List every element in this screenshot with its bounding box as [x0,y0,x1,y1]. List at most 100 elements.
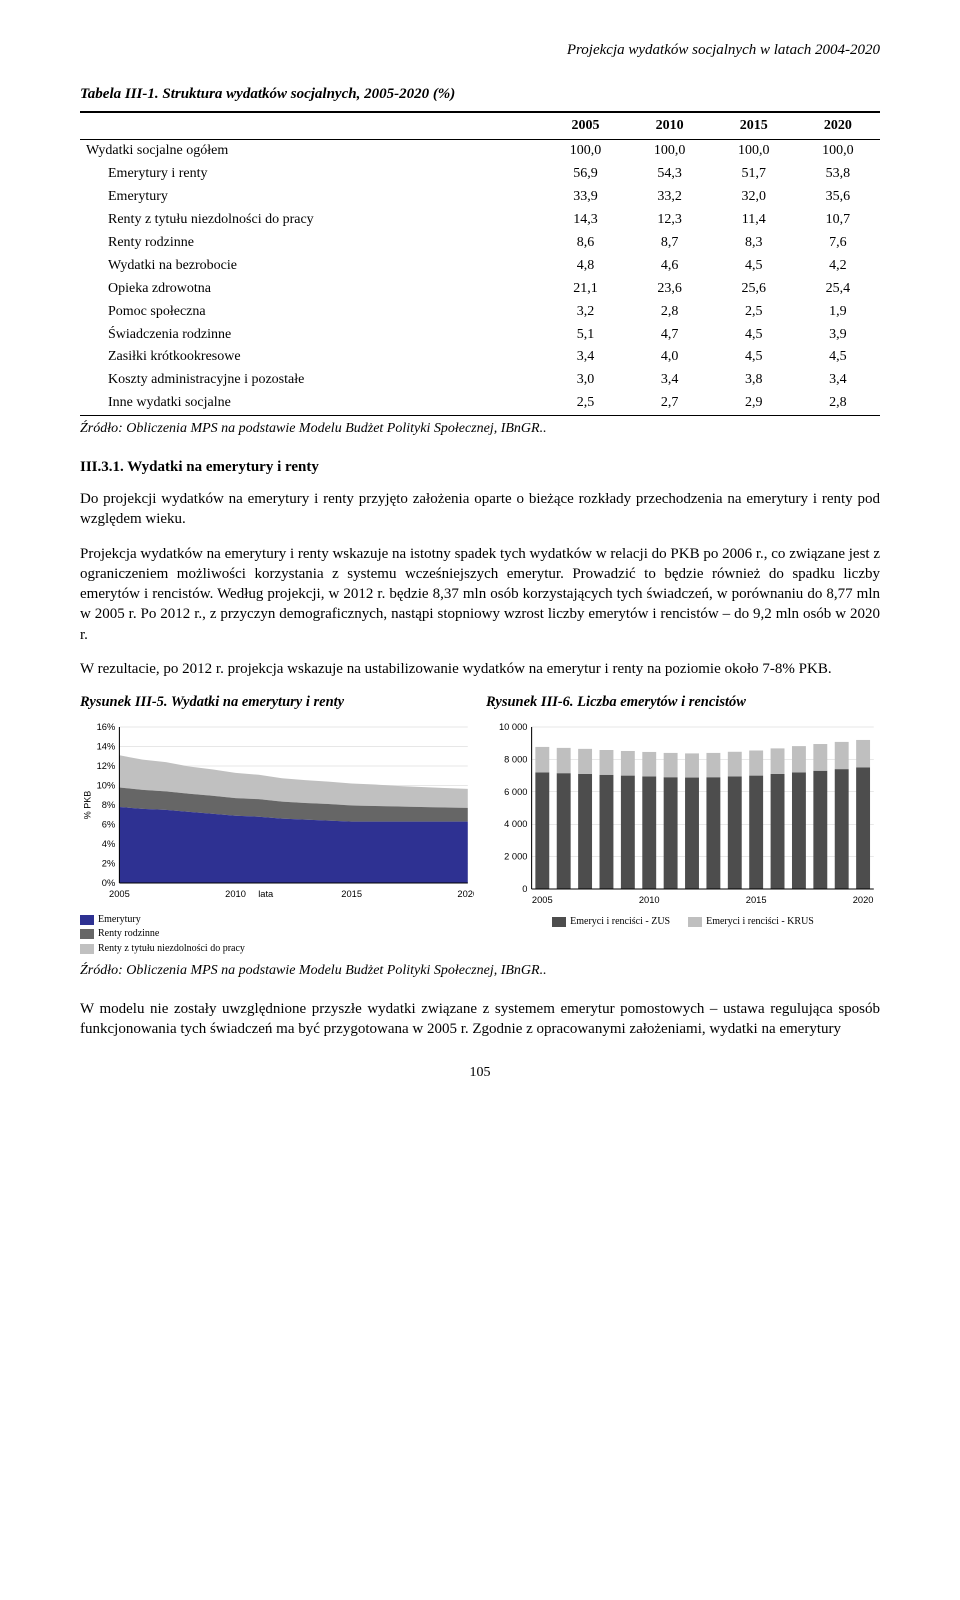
table-cell: 3,8 [712,369,796,392]
table-cell: 2,8 [628,301,712,324]
table-col-header: 2005 [544,112,628,140]
table-row-label: Świadczenia rodzinne [80,324,544,347]
table-row-label: Emerytury [80,186,544,209]
table-cell: 100,0 [544,140,628,163]
charts-source: Źródło: Obliczenia MPS na podstawie Mode… [80,962,880,981]
table-row-label: Pomoc społeczna [80,301,544,324]
svg-text:2020: 2020 [853,895,874,905]
table-row: Koszty administracyjne i pozostałe3,03,4… [80,369,880,392]
table-row: Zasiłki krótkookresowe3,44,04,54,5 [80,346,880,369]
svg-text:2020: 2020 [457,889,474,899]
svg-text:8%: 8% [102,800,115,810]
table-cell: 4,5 [796,346,880,369]
table-row: Pomoc społeczna3,22,82,51,9 [80,301,880,324]
table-row: Wydatki socjalne ogółem100,0100,0100,010… [80,140,880,163]
table-row-label: Renty rodzinne [80,232,544,255]
table-cell: 7,6 [796,232,880,255]
svg-text:2005: 2005 [109,889,130,899]
svg-text:2005: 2005 [532,895,553,905]
table-col-header: 2015 [712,112,796,140]
chart5-area-chart: 0%2%4%6%8%10%12%14%16%2005201020152020la… [80,721,474,911]
table-cell: 2,8 [796,392,880,415]
table-cell: 100,0 [712,140,796,163]
table-cell: 12,3 [628,209,712,232]
table-cell: 4,6 [628,255,712,278]
chart6-title: Rysunek III-6. Liczba emerytów i rencist… [486,693,880,713]
svg-text:2015: 2015 [746,895,767,905]
svg-text:10 000: 10 000 [499,722,528,732]
legend-swatch [80,944,94,954]
table-cell: 5,1 [544,324,628,347]
table-col-header: 2010 [628,112,712,140]
table-row: Świadczenia rodzinne5,14,74,53,9 [80,324,880,347]
table-cell: 4,2 [796,255,880,278]
table-cell: 51,7 [712,163,796,186]
svg-text:0%: 0% [102,878,115,888]
table-cell: 2,5 [544,392,628,415]
table-cell: 8,3 [712,232,796,255]
table-cell: 4,8 [544,255,628,278]
table-row-label: Inne wydatki socjalne [80,392,544,415]
table-cell: 10,7 [796,209,880,232]
data-table: 2005201020152020 Wydatki socjalne ogółem… [80,111,880,417]
table-row: Opieka zdrowotna21,123,625,625,4 [80,278,880,301]
table-col-header: 2020 [796,112,880,140]
table-row: Inne wydatki socjalne2,52,72,92,8 [80,392,880,415]
svg-text:8 000: 8 000 [504,754,527,764]
legend-label: Renty rodzinne [98,927,159,941]
table-cell: 1,9 [796,301,880,324]
table-cell: 2,7 [628,392,712,415]
table-row-label: Zasiłki krótkookresowe [80,346,544,369]
svg-text:16%: 16% [97,722,116,732]
chart5-title: Rysunek III-5. Wydatki na emerytury i re… [80,693,474,713]
page-header-title: Projekcja wydatków socjalnych w latach 2… [80,40,880,60]
svg-text:6 000: 6 000 [504,787,527,797]
legend-label: Renty z tytułu niezdolności do pracy [98,942,245,956]
table-caption: Tabela III-1. Struktura wydatków socjaln… [80,84,880,104]
table-cell: 3,0 [544,369,628,392]
table-cell: 3,4 [544,346,628,369]
legend-item: Emeryci i renciści - KRUS [688,915,814,929]
table-row: Renty z tytułu niezdolności do pracy14,3… [80,209,880,232]
table-cell: 3,2 [544,301,628,324]
table-row-label: Wydatki socjalne ogółem [80,140,544,163]
table-cell: 3,4 [796,369,880,392]
legend-item: Renty rodzinne [80,927,474,941]
table-cell: 56,9 [544,163,628,186]
table-cell: 4,5 [712,346,796,369]
svg-text:2010: 2010 [639,895,660,905]
table-row: Renty rodzinne8,68,78,37,6 [80,232,880,255]
svg-text:2010: 2010 [225,889,246,899]
svg-text:4 000: 4 000 [504,819,527,829]
table-cell: 23,6 [628,278,712,301]
table-cell: 21,1 [544,278,628,301]
paragraph-4: W modelu nie zostały uwzględnione przysz… [80,999,880,1040]
chart6-bar-chart: 02 0004 0006 0008 00010 0002005201020152… [486,721,880,911]
chart6-legend: Emeryci i renciści - ZUS Emeryci i renciś… [486,915,880,930]
table-cell: 4,5 [712,324,796,347]
legend-label: Emeryci i renciści - ZUS [570,915,670,929]
table-cell: 32,0 [712,186,796,209]
table-cell: 35,6 [796,186,880,209]
paragraph-2: Projekcja wydatków na emerytury i renty … [80,544,880,645]
svg-text:10%: 10% [97,780,116,790]
legend-swatch [688,917,702,927]
table-cell: 14,3 [544,209,628,232]
table-cell: 4,5 [712,255,796,278]
section-heading: III.3.1. Wydatki na emerytury i renty [80,457,880,477]
svg-text:2 000: 2 000 [504,852,527,862]
svg-text:12%: 12% [97,761,116,771]
chart5-legend: EmeryturyRenty rodzinneRenty z tytułu ni… [80,913,474,956]
table-cell: 33,9 [544,186,628,209]
table-cell: 8,6 [544,232,628,255]
table-cell: 4,7 [628,324,712,347]
table-row: Emerytury33,933,232,035,6 [80,186,880,209]
paragraph-1: Do projekcji wydatków na emerytury i ren… [80,489,880,530]
table-cell: 25,4 [796,278,880,301]
legend-label: Emerytury [98,913,141,927]
svg-text:2015: 2015 [341,889,362,899]
legend-item: Emerytury [80,913,474,927]
table-cell: 8,7 [628,232,712,255]
table-cell: 25,6 [712,278,796,301]
legend-swatch [80,929,94,939]
